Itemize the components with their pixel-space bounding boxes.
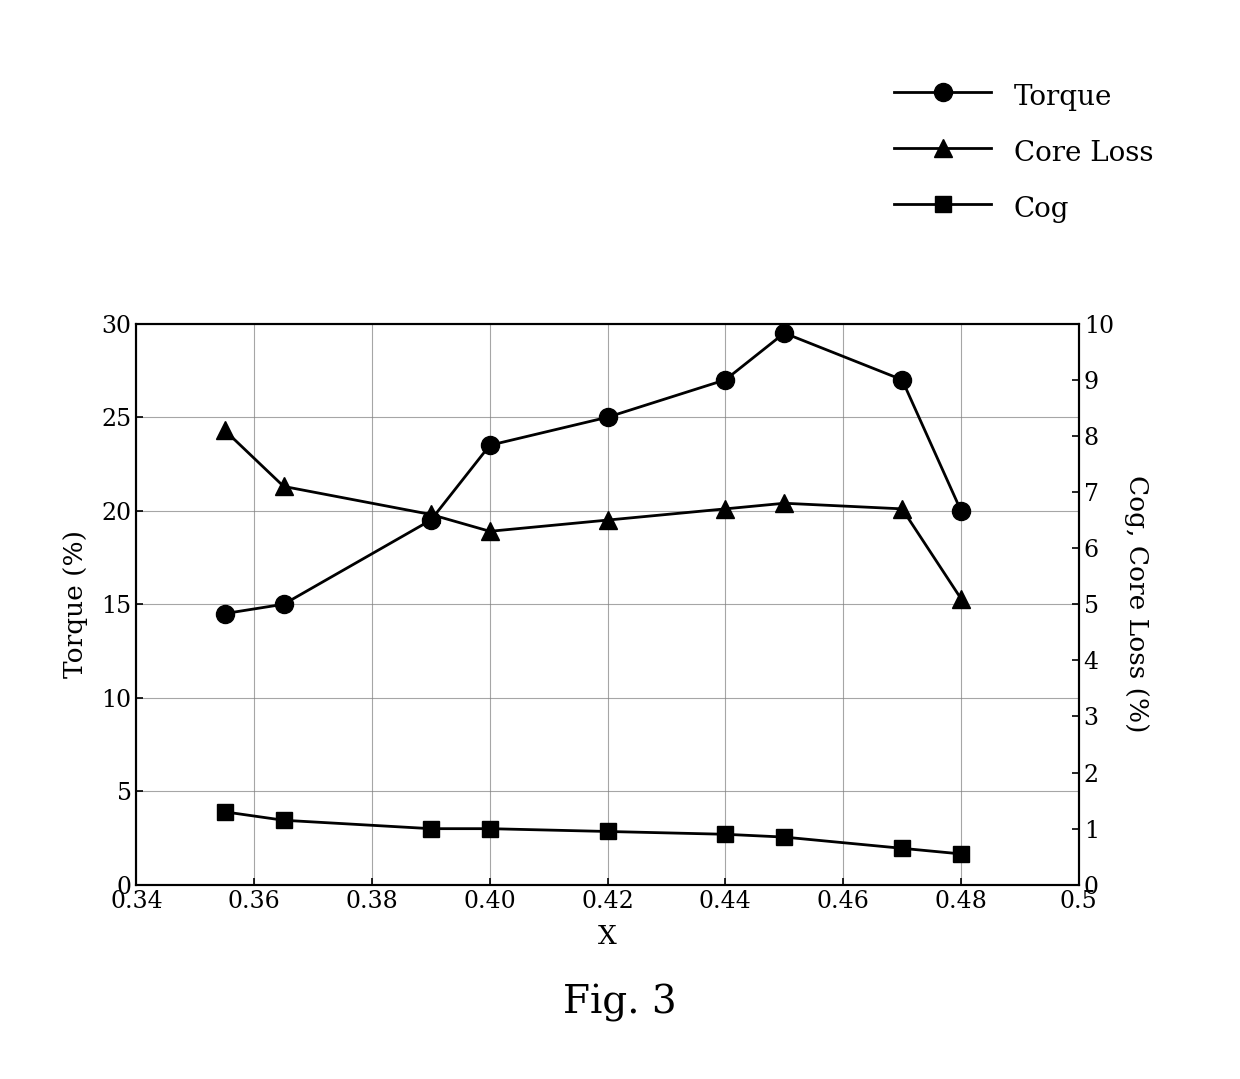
Cog (777, 831, 792, 844)
Core Loss (894, 503, 909, 516)
Cog (894, 842, 909, 855)
Cog (217, 805, 232, 818)
Core Loss (424, 508, 439, 521)
Core Loss (482, 524, 497, 537)
Core Loss (600, 514, 615, 527)
Torque (424, 514, 439, 527)
Core Loss (277, 480, 291, 493)
Legend: Torque, Core Loss, Cog: Torque, Core Loss, Cog (883, 68, 1164, 236)
Torque (600, 411, 615, 424)
Torque (954, 504, 968, 517)
Cog (600, 825, 615, 838)
Line: Cog: Cog (217, 804, 968, 861)
Y-axis label: Torque (%): Torque (%) (62, 530, 88, 679)
Torque (777, 327, 792, 340)
Core Loss (718, 503, 733, 516)
Cog (482, 822, 497, 835)
Line: Core Loss: Core Loss (216, 421, 970, 607)
Core Loss (217, 424, 232, 437)
Core Loss (954, 592, 968, 605)
Cog (277, 814, 291, 827)
Cog (954, 847, 968, 860)
Torque (718, 373, 733, 386)
Text: Fig. 3: Fig. 3 (563, 984, 677, 1023)
Torque (277, 598, 291, 611)
Line: Torque: Torque (216, 324, 970, 623)
Torque (217, 607, 232, 620)
X-axis label: X: X (598, 924, 618, 948)
Y-axis label: Cog, Core Loss (%): Cog, Core Loss (%) (1123, 476, 1148, 733)
Torque (894, 373, 909, 386)
Cog (424, 822, 439, 835)
Core Loss (777, 496, 792, 509)
Torque (482, 439, 497, 452)
Cog (718, 828, 733, 841)
